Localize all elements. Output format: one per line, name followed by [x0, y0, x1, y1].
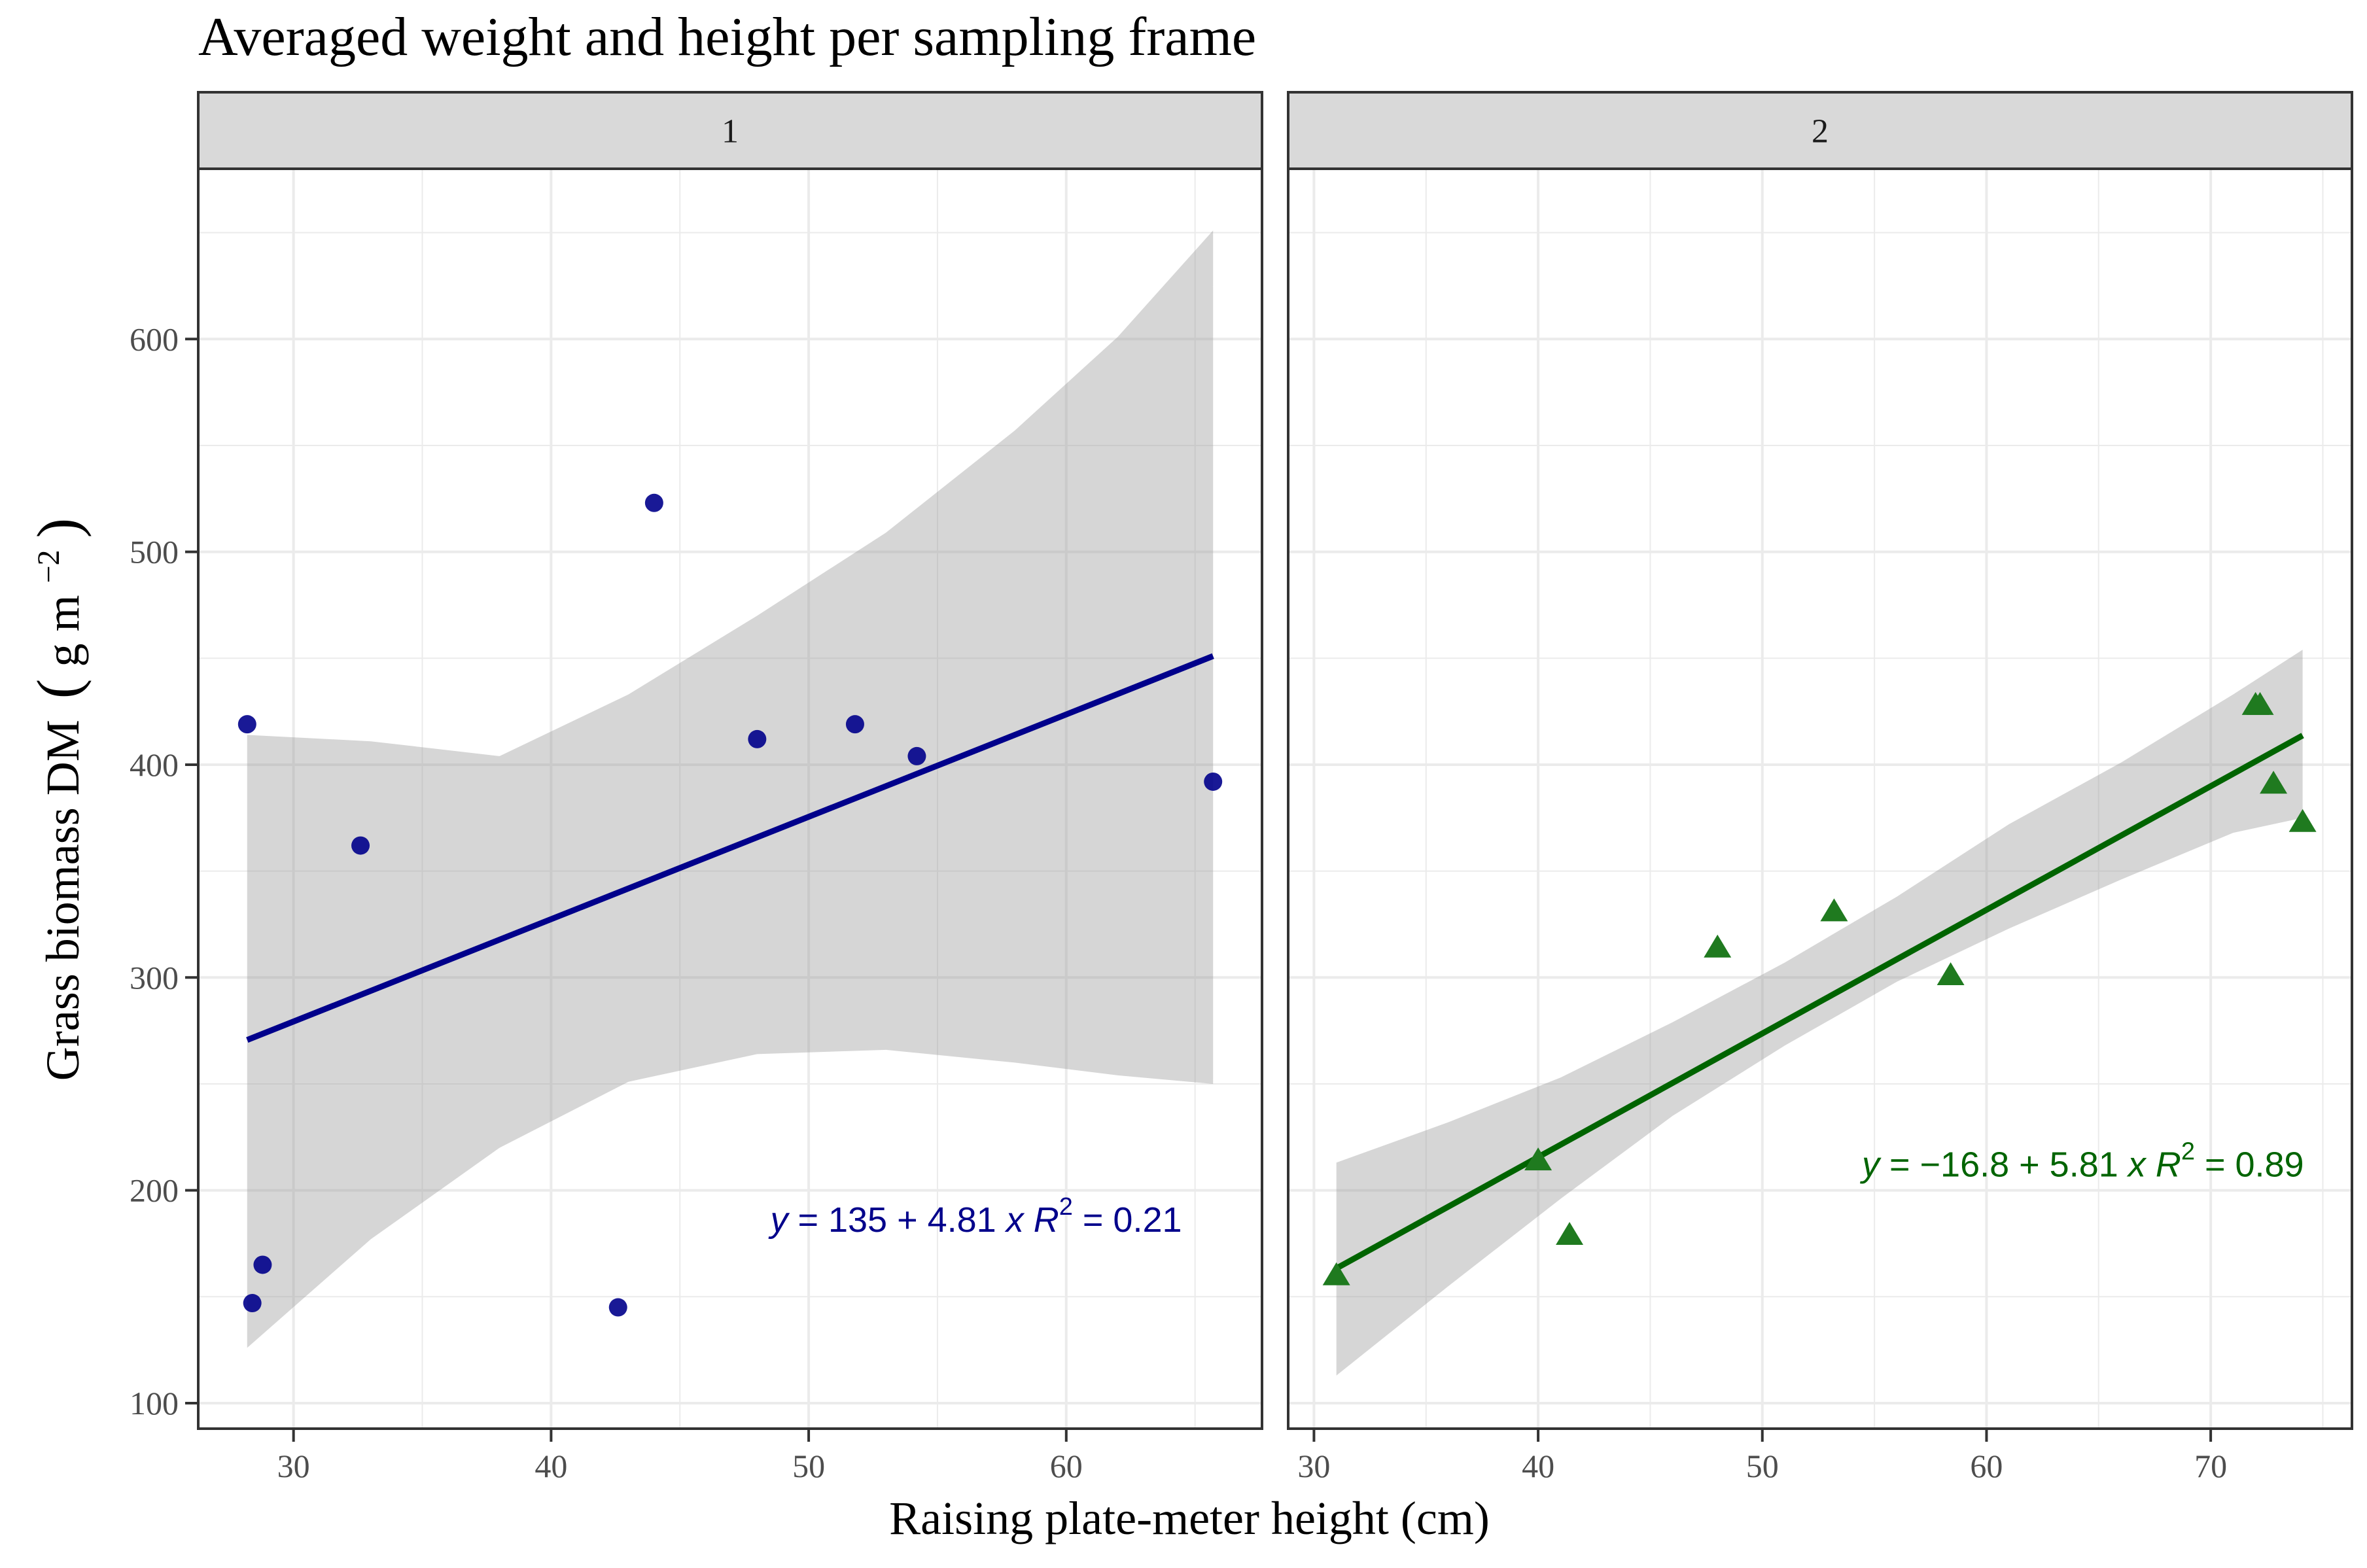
- panel-2-strip-label: 2: [1812, 113, 1829, 150]
- panel-1-point-2: [243, 1294, 262, 1313]
- panel-1-point-4: [351, 836, 370, 855]
- equation-r-value: = 0.21: [1073, 1200, 1182, 1240]
- y-axis-title-unit-sup: −2: [31, 549, 66, 583]
- panel-1-strip: [197, 91, 1263, 170]
- y-axis-title: Grass biomass DM ( g m −2 ): [17, 518, 92, 1081]
- panel-1: 1 y = 135 + 4.81 x R2 = 0.21 30 40 50 60: [197, 91, 1263, 1484]
- panel-2-x-tick-label-40: 40: [1522, 1448, 1554, 1484]
- panel-2-x-tick-label-70: 70: [2194, 1448, 2227, 1484]
- y-tick-label-400: 400: [130, 746, 179, 783]
- equation-r-superscript: 2: [2181, 1138, 2195, 1166]
- panel-1-x-tick-label-30: 30: [277, 1448, 310, 1484]
- y-axis-title-unit: g m: [37, 595, 89, 667]
- equation-r-symbol: R: [1034, 1200, 1059, 1240]
- panel-1-strip-label: 1: [722, 113, 739, 150]
- panel-2-point-8: [2246, 691, 2274, 715]
- y-axis-title-paren-open: (: [25, 679, 92, 699]
- panel-2-strip: [1287, 91, 2353, 170]
- y-tick-label-100: 100: [130, 1385, 179, 1421]
- panel-1-point-1: [237, 715, 256, 734]
- panel-1-confidence-band: [247, 230, 1214, 1348]
- panel-1-gridlines: [198, 169, 1262, 1429]
- panel-1-point-9: [907, 746, 926, 765]
- equation-equation-body: = 135 + 4.81: [788, 1200, 1006, 1240]
- panel-2-point-1: [1322, 1262, 1350, 1285]
- panel-2-point-9: [2260, 771, 2288, 794]
- equation-r-value: = 0.89: [2195, 1145, 2304, 1185]
- panel-2-plot-area: [1288, 169, 2352, 1429]
- panel-2-x-tick-label-30: 30: [1297, 1448, 1330, 1484]
- chart-title: Averaged weight and height per sampling …: [198, 7, 1256, 67]
- panel-1-point-8: [845, 715, 864, 734]
- panel-1-plot-area: [198, 169, 1262, 1429]
- y-axis: 100 200 300 400 500 600: [130, 321, 198, 1421]
- equation-x-symbol: x: [2126, 1145, 2147, 1185]
- panel-2-point-3: [1556, 1221, 1584, 1245]
- panel-2-point-10: [2288, 809, 2317, 832]
- panel-1-point-3: [253, 1255, 272, 1274]
- equation-gap: [1024, 1200, 1034, 1240]
- panel-1-border: [197, 167, 1263, 1430]
- panel-1-point-7: [748, 729, 767, 748]
- panel-1-point-6: [644, 493, 663, 512]
- equation-y-symbol: y: [1859, 1145, 1882, 1185]
- y-tick-label-300: 300: [130, 959, 179, 996]
- panel-2-x-tick-label-60: 60: [1970, 1448, 2003, 1484]
- equation-r-symbol: R: [2156, 1145, 2181, 1185]
- x-axis-title: Raising plate-meter height (cm): [889, 1492, 1490, 1544]
- panel-1-point-10: [1204, 772, 1223, 791]
- equation-x-symbol: x: [1004, 1200, 1025, 1240]
- equation-r-superscript: 2: [1059, 1193, 1073, 1221]
- panel-1-equation: y = 135 + 4.81 x R2 = 0.21: [767, 1193, 1182, 1240]
- panel-1-x-tick-label-60: 60: [1050, 1448, 1083, 1484]
- y-tick-label-200: 200: [130, 1172, 179, 1209]
- panel-1-x-tick-label-40: 40: [535, 1448, 567, 1484]
- panel-2-point-5: [1820, 898, 1848, 922]
- equation-y-symbol: y: [767, 1200, 790, 1240]
- panel-2-point-2: [1524, 1147, 1552, 1171]
- panel-2-point-4: [1704, 934, 1732, 958]
- panel-2-confidence-band: [1336, 650, 2303, 1376]
- panel-2-point-6: [1937, 962, 1965, 986]
- panel-2-regression-line: [1335, 733, 2304, 1271]
- y-tick-label-600: 600: [130, 321, 179, 357]
- equation-equation-body: = −16.8 + 5.81: [1880, 1145, 2128, 1185]
- y-tick-label-500: 500: [130, 534, 179, 570]
- y-axis-title-main: Grass biomass DM: [37, 720, 89, 1081]
- panel-2-equation: y = −16.8 + 5.81 x R2 = 0.89: [1859, 1138, 2304, 1185]
- panel-1-regression-line: [246, 653, 1214, 1043]
- panel-2-border: [1287, 167, 2353, 1430]
- equation-gap: [2146, 1145, 2156, 1185]
- panel-2-x-tick-label-50: 50: [1746, 1448, 1779, 1484]
- panel-1-x-tick-label-50: 50: [792, 1448, 825, 1484]
- panel-1-point-5: [608, 1298, 627, 1317]
- y-axis-title-paren-close: ): [25, 518, 92, 538]
